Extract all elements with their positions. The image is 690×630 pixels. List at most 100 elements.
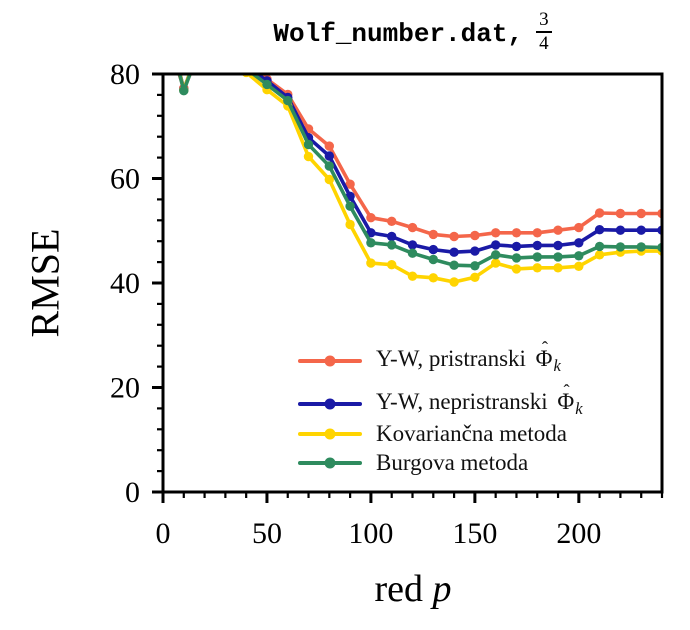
fraction-numerator: 3 <box>539 9 549 30</box>
x-axis-label-text: red <box>374 568 424 610</box>
data-point-marker <box>160 12 169 21</box>
y-tick-label: 20 <box>110 372 140 405</box>
data-point-marker <box>345 179 355 189</box>
data-point-marker <box>470 246 480 256</box>
data-point-marker <box>574 261 584 271</box>
data-point-marker <box>407 222 418 233</box>
data-point-marker <box>449 277 459 287</box>
data-point-marker <box>200 30 209 39</box>
x-tick-label: 150 <box>452 517 497 550</box>
data-point-marker <box>615 208 626 219</box>
data-point-marker <box>387 216 397 226</box>
data-point-marker <box>387 231 397 242</box>
data-point-marker <box>511 241 522 252</box>
data-point-marker <box>324 141 334 151</box>
data-point-marker <box>200 38 209 47</box>
data-point-marker <box>200 28 209 37</box>
series-2 <box>160 7 662 287</box>
axis-ticks: 0 50 100 150 200 0 20 40 60 80 <box>110 58 664 550</box>
data-point-marker <box>532 252 542 262</box>
data-point-marker <box>160 7 169 16</box>
data-point-marker <box>221 17 230 26</box>
data-point-marker <box>160 7 169 16</box>
data-point-marker <box>366 258 376 268</box>
data-point-marker <box>553 225 563 235</box>
data-point-marker <box>553 240 563 251</box>
data-point-marker <box>594 241 605 252</box>
data-point-marker <box>221 17 230 26</box>
data-point-marker <box>262 79 272 90</box>
data-point-marker <box>636 208 646 219</box>
plot-area <box>161 72 664 494</box>
data-point-marker <box>366 238 376 248</box>
data-point-marker <box>303 139 314 150</box>
data-point-marker <box>470 272 480 282</box>
x-axis-label: red p <box>374 567 451 611</box>
data-point-marker <box>179 86 189 96</box>
data-point-marker <box>345 201 355 211</box>
data-point-marker <box>324 174 334 185</box>
y-tick-label: 80 <box>110 58 140 91</box>
y-tick-label: 60 <box>110 163 140 196</box>
x-tick-label: 50 <box>252 517 282 550</box>
data-point-marker <box>511 228 522 238</box>
data-point-marker <box>594 225 605 235</box>
series-layer <box>160 7 662 287</box>
data-point-marker <box>491 258 501 268</box>
x-tick-label: 0 <box>156 517 171 550</box>
data-point-marker <box>428 273 438 283</box>
data-point-marker <box>283 95 293 106</box>
data-point-marker <box>242 64 251 73</box>
data-point-marker <box>242 59 251 68</box>
data-point-marker <box>594 208 605 218</box>
data-point-marker <box>407 271 418 281</box>
series-line <box>178 74 662 254</box>
data-point-marker <box>242 61 251 70</box>
data-point-marker <box>532 240 542 251</box>
chart-title: Wolf_number.dat, 3 4 <box>163 10 662 54</box>
data-point-marker <box>491 240 501 250</box>
data-point-marker <box>553 252 563 262</box>
data-point-marker <box>324 161 334 171</box>
data-point-marker <box>491 250 501 260</box>
data-point-marker <box>511 264 522 274</box>
data-point-marker <box>241 74 251 78</box>
data-point-marker <box>449 260 459 270</box>
data-point-marker <box>532 228 542 238</box>
data-point-marker <box>407 248 418 258</box>
data-point-marker <box>470 261 480 271</box>
data-point-marker <box>574 238 584 248</box>
data-point-marker <box>532 263 542 273</box>
data-point-marker <box>615 225 626 235</box>
data-point-marker <box>221 17 230 26</box>
data-point-marker <box>615 242 626 252</box>
data-point-marker <box>366 213 376 223</box>
chart-title-dataset: Wolf_number.dat, <box>273 18 524 49</box>
data-point-marker <box>221 20 230 29</box>
series-3 <box>160 12 662 271</box>
y-tick-label: 0 <box>125 476 140 509</box>
data-point-marker <box>324 151 334 161</box>
data-point-marker <box>574 222 584 233</box>
x-tick-label: 200 <box>556 517 601 550</box>
x-axis-label-variable: p <box>432 568 452 610</box>
data-point-marker <box>200 25 209 34</box>
data-point-marker <box>449 247 459 257</box>
data-point-marker <box>428 244 438 255</box>
data-point-marker <box>636 225 646 235</box>
data-point-marker <box>636 242 646 252</box>
data-point-marker <box>511 253 522 263</box>
data-point-marker <box>387 260 397 270</box>
series-line <box>177 74 662 239</box>
data-point-marker <box>574 251 584 261</box>
data-point-marker <box>491 228 501 238</box>
fraction-denominator: 4 <box>536 30 552 54</box>
data-point-marker <box>160 28 169 37</box>
data-point-marker <box>428 254 438 265</box>
data-point-marker <box>594 250 605 260</box>
data-point-marker <box>449 231 459 242</box>
data-point-marker <box>303 151 314 162</box>
data-point-marker <box>387 240 397 250</box>
